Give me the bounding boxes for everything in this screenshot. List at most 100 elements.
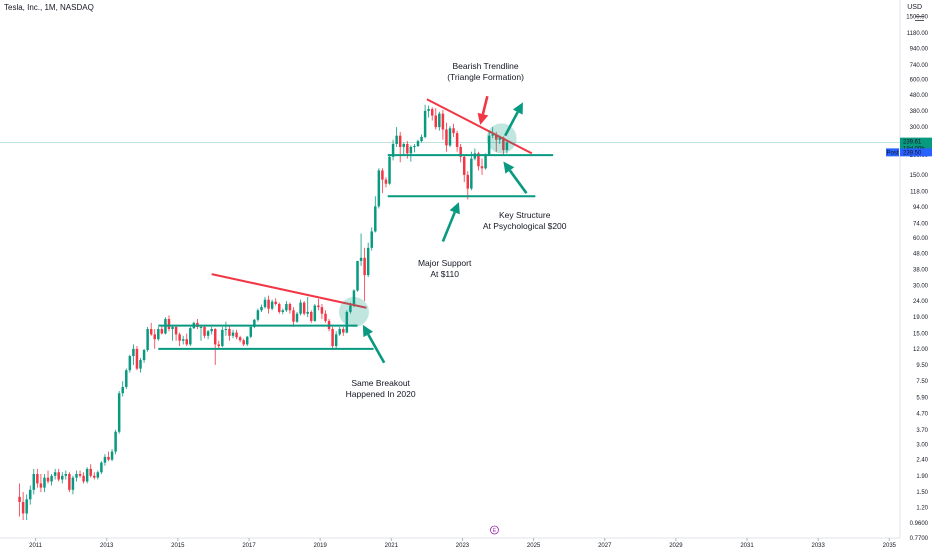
candle-body — [281, 310, 285, 312]
candle-body — [349, 305, 352, 312]
green-arrow-up-head — [512, 102, 523, 115]
candle-body — [377, 170, 381, 207]
candles-layer — [18, 104, 509, 520]
x-tick-label: 2015 — [171, 543, 185, 549]
candle-body — [100, 462, 103, 473]
green-arrow-breakout-shaft — [367, 333, 386, 364]
y-tick-label: 1.90 — [916, 474, 928, 480]
y-tick-label: 940.00 — [910, 46, 929, 52]
candle-body — [82, 475, 85, 482]
last-price-label: 239.61 — [903, 140, 922, 146]
candle-body — [384, 179, 388, 184]
candle-body — [285, 304, 288, 311]
candle-body — [278, 304, 281, 312]
candle-body — [441, 113, 445, 130]
candle-body — [317, 305, 320, 308]
candle-body — [452, 128, 455, 134]
y-tick-label: 1180.00 — [907, 31, 929, 37]
candle-body — [427, 109, 430, 111]
candle-body — [50, 475, 53, 482]
post-price-tag — [900, 148, 932, 157]
candle-body — [306, 311, 309, 314]
candle-body — [260, 307, 263, 311]
x-tick-label: 2017 — [242, 543, 256, 549]
candle-body — [135, 348, 139, 369]
candle-body — [366, 247, 370, 276]
candle-body — [160, 329, 164, 334]
candle-body — [498, 137, 502, 140]
candle-body — [167, 319, 171, 330]
candle-body — [43, 477, 46, 488]
y-tick-label: 9.50 — [916, 363, 928, 369]
y-tick-label: 380.00 — [910, 109, 929, 115]
candle-body — [270, 301, 274, 309]
candle-body — [310, 311, 313, 321]
candle-body — [238, 337, 242, 341]
candle-body — [171, 326, 174, 330]
x-tick-label: 2023 — [456, 543, 470, 549]
post-tag-label: Post — [886, 150, 898, 156]
candle-body — [18, 496, 21, 502]
candle-body — [32, 473, 36, 490]
candle-body — [210, 329, 213, 332]
y-tick-label: 0.9600 — [910, 521, 929, 527]
candle-body — [203, 326, 206, 336]
candle-body — [157, 329, 160, 340]
green-arrow-major-support-shaft — [441, 211, 456, 243]
candle-body — [139, 360, 142, 369]
candle-body — [342, 329, 345, 333]
candle-body — [75, 473, 78, 478]
candle-body — [21, 501, 25, 514]
x-tick-label: 2031 — [740, 543, 754, 549]
y-tick-label: 5.90 — [916, 396, 928, 402]
x-tick-label: 2033 — [812, 543, 826, 549]
candle-body — [391, 143, 395, 157]
green-arrow-major-support-head — [449, 202, 460, 215]
y-tick-label: 740.00 — [910, 63, 929, 69]
y-tick-label: 94.00 — [913, 205, 929, 211]
y-tick-label: 38.00 — [913, 267, 929, 273]
y-tick-label: 12.00 — [913, 347, 929, 353]
event-marker — [490, 525, 499, 535]
candle-body — [466, 174, 470, 189]
y-tick-label: 300.00 — [910, 125, 929, 131]
candle-body — [459, 146, 462, 157]
candle-body — [128, 356, 132, 371]
candle-body — [434, 115, 438, 128]
green-arrow-up-shaft — [503, 111, 519, 137]
candle-body — [249, 326, 253, 337]
candle-body — [302, 302, 306, 314]
y-tick-label: 2.40 — [916, 458, 928, 464]
candle-body — [142, 350, 146, 361]
breakout-note: Same Breakout Happened In 2020 — [346, 378, 416, 399]
candle-body — [146, 329, 149, 351]
candle-body — [189, 328, 192, 345]
y-tick-label: 60.00 — [913, 236, 929, 242]
candle-body — [57, 472, 60, 480]
candle-body — [455, 133, 459, 147]
green-arrow-key-structure-head — [503, 161, 515, 174]
candle-body — [495, 134, 498, 140]
menu-icon[interactable] — [915, 16, 924, 21]
candle-body — [487, 135, 491, 156]
candle-body — [256, 310, 260, 320]
y-tick-label: 74.00 — [913, 222, 929, 228]
candle-body — [491, 134, 494, 136]
candle-body — [334, 334, 338, 347]
candle-body — [114, 431, 117, 452]
candle-body — [413, 146, 416, 148]
currency-label[interactable]: USD — [907, 4, 922, 11]
candle-body — [228, 329, 231, 336]
bearish-trendline-2022 — [426, 98, 533, 155]
candle-body — [107, 456, 110, 460]
candle-body — [409, 146, 413, 154]
red-arrow-trendline-shaft — [481, 95, 489, 115]
x-tick-label: 2019 — [313, 543, 327, 549]
candle-body — [245, 336, 249, 345]
candle-body — [181, 339, 185, 341]
candle-body — [28, 489, 32, 500]
y-tick-label: 150.00 — [910, 173, 929, 179]
candle-body — [374, 206, 377, 232]
candle-body — [149, 329, 153, 335]
